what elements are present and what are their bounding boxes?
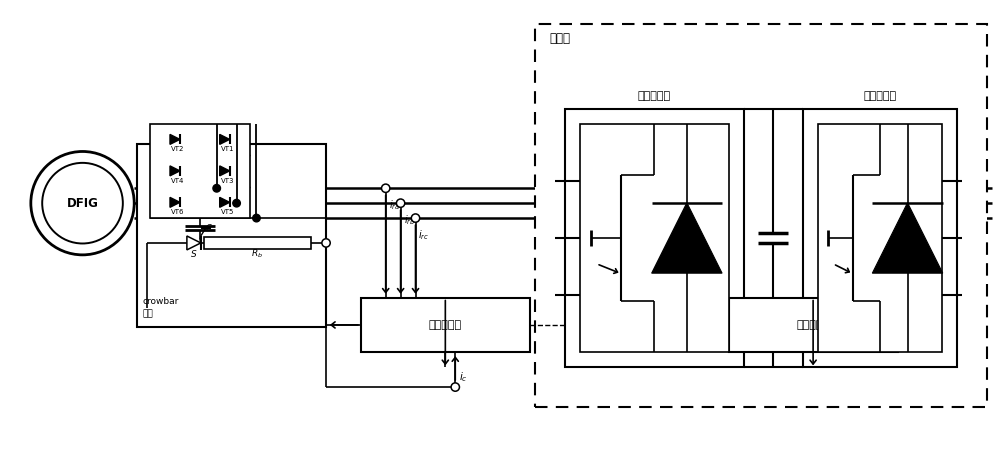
Polygon shape <box>170 166 180 176</box>
Bar <box>361 298 530 352</box>
Circle shape <box>253 214 260 222</box>
Polygon shape <box>220 166 230 176</box>
Text: DFIG: DFIG <box>67 197 98 210</box>
Text: VT4: VT4 <box>171 178 185 184</box>
Circle shape <box>322 239 330 247</box>
Text: C: C <box>206 224 212 232</box>
Text: crowbar: crowbar <box>142 297 179 306</box>
Text: VT6: VT6 <box>171 209 185 215</box>
Text: 电路: 电路 <box>142 309 153 319</box>
Text: 变流器: 变流器 <box>550 32 571 45</box>
Bar <box>818 124 942 352</box>
Bar <box>580 124 729 352</box>
Circle shape <box>411 214 420 222</box>
Text: $R_b$: $R_b$ <box>251 248 263 260</box>
Polygon shape <box>652 203 722 273</box>
Circle shape <box>382 184 390 193</box>
Text: VT3: VT3 <box>221 178 234 184</box>
Circle shape <box>233 200 240 207</box>
Text: 网侧控制器: 网侧控制器 <box>797 320 830 330</box>
Bar <box>535 24 987 407</box>
Polygon shape <box>220 197 230 207</box>
Text: $i_{rb}$: $i_{rb}$ <box>404 213 415 227</box>
Circle shape <box>396 199 405 207</box>
Polygon shape <box>220 134 230 144</box>
Text: 网侧变流器: 网侧变流器 <box>864 91 897 101</box>
Polygon shape <box>872 203 943 273</box>
Text: VT5: VT5 <box>221 209 234 215</box>
Bar <box>565 109 744 367</box>
Polygon shape <box>170 197 180 207</box>
Text: VT1: VT1 <box>221 146 234 152</box>
Circle shape <box>213 184 220 192</box>
Text: 机侧变流器: 机侧变流器 <box>638 91 671 101</box>
Bar <box>803 109 957 367</box>
Text: 机侧控制器: 机侧控制器 <box>429 320 462 330</box>
Text: VT2: VT2 <box>171 146 185 152</box>
Text: $i_{ra}$: $i_{ra}$ <box>389 198 400 212</box>
Polygon shape <box>187 236 201 250</box>
Text: $i_{rc}$: $i_{rc}$ <box>418 228 430 242</box>
Text: S: S <box>191 250 197 259</box>
Polygon shape <box>170 134 180 144</box>
Bar <box>150 124 250 218</box>
Circle shape <box>451 383 459 391</box>
Text: $i_c$: $i_c$ <box>459 370 468 384</box>
Bar <box>729 298 898 352</box>
Bar <box>204 237 311 249</box>
Bar <box>137 144 326 327</box>
